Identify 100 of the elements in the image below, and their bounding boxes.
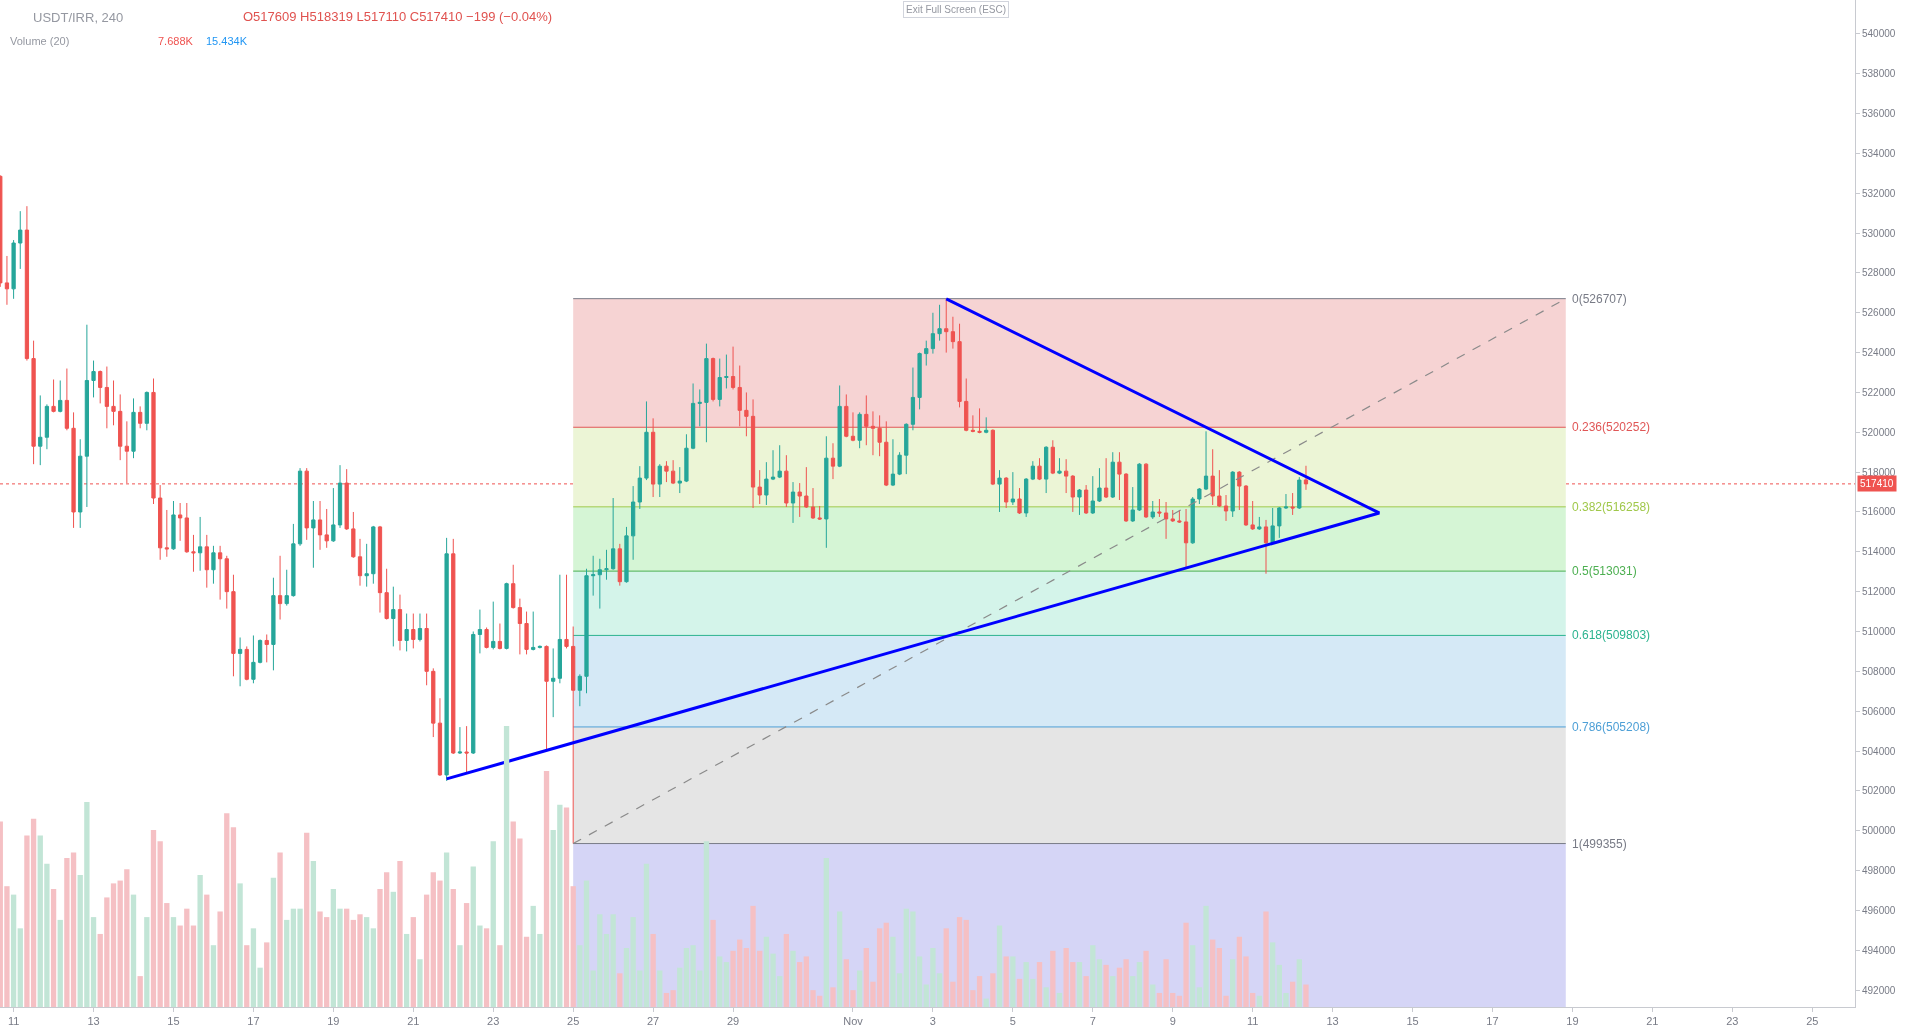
candlestick bbox=[1137, 462, 1142, 512]
bar bbox=[483, 928, 490, 1007]
bar bbox=[397, 860, 403, 1007]
bar bbox=[370, 928, 376, 1007]
bar bbox=[1016, 978, 1023, 1007]
candlestick bbox=[890, 438, 896, 487]
candlestick bbox=[178, 502, 183, 542]
text: O517609 H518319 L517110 C517410 −199 (−0.04%) bbox=[243, 9, 553, 24]
bar bbox=[990, 973, 996, 1007]
bar bbox=[390, 891, 396, 1007]
bar bbox=[130, 894, 137, 1007]
candlestick bbox=[1290, 492, 1295, 516]
candlestick bbox=[531, 611, 536, 651]
candlestick bbox=[984, 416, 989, 434]
candlestick bbox=[58, 379, 63, 413]
candlestick bbox=[11, 239, 16, 300]
bar bbox=[703, 841, 710, 1007]
y-tick-label: 504000 bbox=[1862, 745, 1896, 757]
candlestick bbox=[1257, 516, 1262, 531]
candlestick bbox=[391, 586, 396, 647]
y-tick-label: 530000 bbox=[1862, 227, 1896, 239]
bar bbox=[497, 945, 503, 1007]
candlestick bbox=[644, 400, 649, 481]
candlestick bbox=[1263, 519, 1269, 575]
bar bbox=[1303, 984, 1309, 1007]
candlestick bbox=[1070, 474, 1075, 513]
candlestick bbox=[31, 340, 36, 465]
x-tick-label: 11 bbox=[7, 1015, 20, 1028]
candlestick bbox=[1024, 477, 1029, 518]
candlestick bbox=[384, 568, 389, 621]
candlestick bbox=[184, 502, 189, 554]
candlestick bbox=[198, 516, 203, 572]
bar bbox=[197, 874, 203, 1007]
candlestick bbox=[257, 638, 263, 664]
bar bbox=[137, 976, 143, 1007]
candlestick bbox=[850, 411, 856, 442]
candlestick bbox=[104, 366, 109, 429]
candlestick bbox=[1037, 457, 1042, 481]
bar bbox=[563, 807, 570, 1007]
candlestick bbox=[364, 543, 369, 588]
bar bbox=[1130, 976, 1136, 1007]
candlestick bbox=[1064, 458, 1069, 494]
candlestick bbox=[770, 449, 776, 481]
candlestick bbox=[1283, 493, 1289, 510]
bar bbox=[457, 945, 463, 1007]
candlestick bbox=[930, 312, 936, 355]
candlestick bbox=[611, 497, 616, 571]
bar bbox=[1269, 942, 1276, 1007]
bar bbox=[710, 919, 716, 1007]
bar bbox=[277, 852, 283, 1007]
bar bbox=[417, 959, 423, 1007]
candlestick bbox=[737, 365, 742, 427]
candlestick bbox=[431, 667, 436, 738]
ref-line-label: 0(526707) bbox=[1572, 292, 1627, 306]
ref-line-label: 0.5(513031) bbox=[1572, 564, 1637, 578]
candlestick bbox=[1197, 487, 1202, 505]
candlestick bbox=[837, 384, 842, 468]
candlestick bbox=[237, 636, 243, 687]
bar bbox=[1090, 945, 1096, 1007]
candlestick bbox=[71, 411, 76, 529]
candlestick bbox=[1097, 467, 1102, 503]
candlestick bbox=[324, 508, 329, 549]
candlestick bbox=[1050, 439, 1055, 475]
candlestick bbox=[211, 545, 216, 585]
bar bbox=[570, 886, 576, 1007]
x-tick-label: 15 bbox=[167, 1015, 180, 1028]
y-tick-label: 510000 bbox=[1862, 625, 1896, 637]
candlestick bbox=[1203, 430, 1209, 491]
bar bbox=[1150, 984, 1156, 1007]
candlestick bbox=[1090, 475, 1095, 515]
candlestick bbox=[1110, 451, 1115, 499]
bar bbox=[783, 933, 790, 1007]
y-tick-label: 502000 bbox=[1862, 785, 1896, 797]
y-tick-label: 538000 bbox=[1862, 68, 1896, 80]
candlestick bbox=[950, 316, 956, 350]
bar bbox=[1010, 956, 1016, 1007]
candlestick bbox=[857, 411, 862, 449]
candlestick bbox=[417, 613, 423, 642]
y-tick-label: 528000 bbox=[1862, 267, 1896, 279]
y-tick-label: 492000 bbox=[1862, 984, 1896, 996]
bar bbox=[830, 987, 836, 1007]
bar bbox=[1289, 981, 1296, 1007]
bar bbox=[643, 863, 650, 1007]
x-tick-label: 5 bbox=[1009, 1015, 1016, 1028]
candlestick bbox=[944, 298, 949, 354]
y-tick-label: 518000 bbox=[1862, 466, 1896, 478]
candlestick bbox=[504, 582, 509, 650]
candlestick bbox=[457, 726, 463, 755]
bar bbox=[210, 945, 217, 1007]
candlestick bbox=[657, 463, 662, 498]
y-tick-label: 520000 bbox=[1862, 426, 1896, 438]
candlestick bbox=[1237, 470, 1242, 511]
text: USDT/IRR, 240 bbox=[33, 9, 124, 25]
annotation: Exit Full Screen (ESC) bbox=[906, 4, 1007, 15]
candlestick bbox=[884, 420, 889, 487]
candlestick bbox=[377, 525, 383, 614]
bar bbox=[270, 877, 277, 1007]
candlestick bbox=[44, 403, 50, 450]
bar bbox=[1230, 959, 1236, 1007]
candlestick bbox=[1150, 500, 1155, 520]
